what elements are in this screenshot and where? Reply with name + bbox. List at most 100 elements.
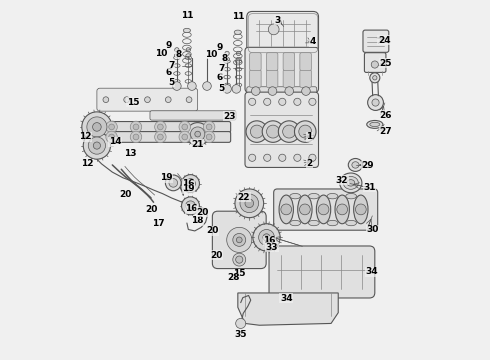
Text: 7: 7 <box>219 64 225 73</box>
Circle shape <box>169 179 177 187</box>
Circle shape <box>236 237 242 243</box>
Circle shape <box>294 154 301 161</box>
Ellipse shape <box>340 173 362 193</box>
Circle shape <box>233 253 245 266</box>
Circle shape <box>264 98 271 105</box>
Ellipse shape <box>234 30 242 35</box>
Circle shape <box>179 121 191 133</box>
Circle shape <box>299 204 310 215</box>
Circle shape <box>294 98 301 105</box>
Circle shape <box>166 175 181 191</box>
Ellipse shape <box>335 195 349 224</box>
Circle shape <box>370 73 380 83</box>
Circle shape <box>87 117 107 137</box>
Circle shape <box>278 121 300 142</box>
Circle shape <box>130 121 142 133</box>
Ellipse shape <box>309 220 319 226</box>
Circle shape <box>186 201 196 211</box>
Circle shape <box>203 82 211 90</box>
Text: 27: 27 <box>379 127 392 136</box>
Text: 16: 16 <box>263 237 276 246</box>
Circle shape <box>203 131 215 143</box>
Circle shape <box>181 175 199 193</box>
Circle shape <box>267 125 279 138</box>
Circle shape <box>186 97 192 103</box>
Text: 19: 19 <box>182 184 195 193</box>
Circle shape <box>299 125 312 138</box>
FancyBboxPatch shape <box>247 12 318 53</box>
Text: 25: 25 <box>379 59 392 68</box>
Text: 20: 20 <box>210 251 222 260</box>
Circle shape <box>175 48 179 52</box>
Circle shape <box>191 127 205 141</box>
Text: 2: 2 <box>306 159 313 168</box>
Text: 19: 19 <box>160 174 172 183</box>
Circle shape <box>179 131 191 143</box>
Circle shape <box>264 154 271 161</box>
Text: 11: 11 <box>181 10 194 19</box>
FancyBboxPatch shape <box>247 87 317 96</box>
FancyBboxPatch shape <box>245 92 318 167</box>
Circle shape <box>236 51 241 55</box>
Circle shape <box>166 97 171 103</box>
Text: 14: 14 <box>109 138 122 147</box>
FancyBboxPatch shape <box>100 122 231 132</box>
Ellipse shape <box>309 193 319 199</box>
Circle shape <box>157 134 163 140</box>
FancyBboxPatch shape <box>300 69 311 87</box>
Circle shape <box>371 61 378 68</box>
Ellipse shape <box>298 195 312 224</box>
Text: 20: 20 <box>196 208 209 217</box>
Circle shape <box>186 123 209 145</box>
Circle shape <box>263 234 270 241</box>
Circle shape <box>245 199 254 208</box>
Text: 16: 16 <box>182 179 195 188</box>
Circle shape <box>206 124 212 130</box>
Text: 30: 30 <box>366 225 378 234</box>
Circle shape <box>309 154 316 161</box>
Text: 23: 23 <box>224 112 236 121</box>
FancyBboxPatch shape <box>267 69 278 87</box>
Circle shape <box>225 51 229 55</box>
Ellipse shape <box>343 176 358 189</box>
Circle shape <box>235 189 264 218</box>
FancyBboxPatch shape <box>274 189 378 230</box>
Circle shape <box>259 229 274 245</box>
Text: 22: 22 <box>238 193 250 202</box>
Circle shape <box>279 98 286 105</box>
Ellipse shape <box>346 220 357 226</box>
Circle shape <box>182 134 188 140</box>
FancyBboxPatch shape <box>150 111 236 120</box>
Circle shape <box>133 134 139 140</box>
Text: 35: 35 <box>234 330 247 339</box>
Ellipse shape <box>370 122 380 127</box>
Circle shape <box>181 197 199 215</box>
Circle shape <box>82 112 112 142</box>
Text: 13: 13 <box>124 149 137 158</box>
Text: 11: 11 <box>232 12 244 21</box>
Text: 20: 20 <box>207 226 219 235</box>
Circle shape <box>109 124 115 130</box>
Text: 1: 1 <box>306 132 313 141</box>
FancyBboxPatch shape <box>283 53 294 71</box>
Text: 20: 20 <box>146 205 158 214</box>
FancyBboxPatch shape <box>363 30 389 52</box>
Ellipse shape <box>224 57 230 61</box>
Text: 10: 10 <box>154 49 167 58</box>
Circle shape <box>281 204 292 215</box>
Circle shape <box>368 95 383 111</box>
Text: 7: 7 <box>168 61 174 70</box>
Text: 28: 28 <box>227 273 240 282</box>
Ellipse shape <box>347 180 355 186</box>
Text: 16: 16 <box>185 204 197 213</box>
Circle shape <box>83 132 111 159</box>
Circle shape <box>248 98 256 105</box>
Ellipse shape <box>317 195 331 224</box>
Circle shape <box>186 179 196 189</box>
Circle shape <box>133 124 139 130</box>
Ellipse shape <box>354 195 368 224</box>
Circle shape <box>233 233 245 246</box>
Circle shape <box>236 256 243 263</box>
Circle shape <box>145 97 150 103</box>
Text: 9: 9 <box>217 43 223 52</box>
